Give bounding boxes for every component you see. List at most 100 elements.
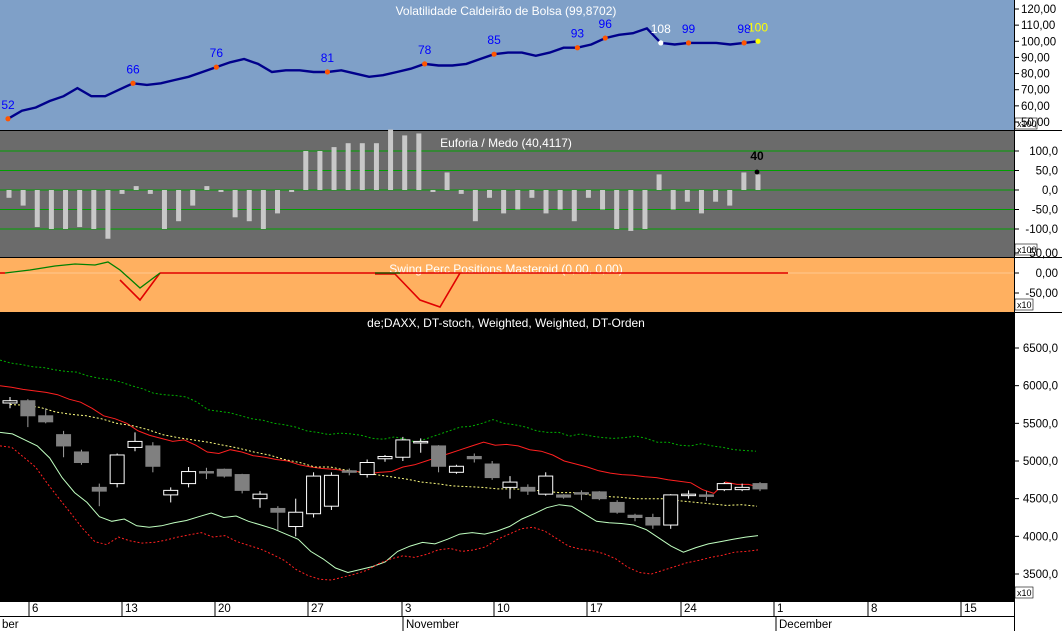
volatility-point-label: 66: [126, 62, 140, 76]
euforia-bar: [275, 190, 281, 214]
euforia-bar: [331, 147, 337, 190]
euforia-bar: [260, 190, 266, 229]
volatility-marker: [213, 64, 219, 70]
swing-title: Swing Perc Positions Masteroid (0,00, 0,…: [389, 262, 622, 276]
euforia-bar: [670, 190, 676, 210]
euforia-bar: [303, 151, 309, 190]
day-tick-label: 24: [684, 603, 697, 615]
volatility-marker: [324, 69, 331, 75]
candle-down: [270, 507, 286, 513]
candle-down: [73, 451, 89, 464]
swing-red-dip-2: [375, 272, 461, 308]
euforia-bar: [486, 190, 492, 198]
candle-up: [377, 455, 393, 460]
candle-up: [288, 511, 304, 528]
volatility-marker: [130, 80, 136, 86]
candle-down: [38, 415, 54, 423]
euforia-bar: [388, 129, 394, 190]
vol-tick-label: 60,00: [1021, 101, 1050, 113]
day-tick-label: 20: [218, 603, 231, 615]
euforia-bar: [430, 190, 436, 192]
volatility-marker: [685, 40, 692, 46]
candle-down: [752, 483, 768, 490]
scale-tags: x100 x100 x10 x10: [1014, 117, 1038, 599]
vol-scale-tag: x100: [1017, 119, 1037, 129]
day-tick-label: 17: [590, 603, 603, 615]
price-tick-label: 4000,0: [1023, 531, 1058, 543]
price-tick-label: 6000,0: [1023, 381, 1058, 393]
volatility-point-label: 100: [748, 20, 768, 34]
euforia-bar: [755, 174, 761, 190]
euforia-bar: [529, 190, 535, 198]
euforia-tick-label: 0,0: [1042, 185, 1058, 197]
euforia-bar: [317, 151, 323, 190]
euforia-tick-label: 100,0: [1029, 146, 1058, 158]
euforia-bar: [585, 190, 591, 198]
euforia-bar: [571, 190, 577, 222]
euforia-bar: [105, 190, 111, 239]
candle-up: [109, 454, 125, 485]
right-axis-area: [1014, 0, 1062, 631]
price-tick-label: 5500,0: [1023, 418, 1058, 430]
euforia-bar: [6, 190, 12, 198]
euforia-bar: [656, 174, 662, 190]
price-title: de;DAXX, DT-stoch, Weighted, Weighted, D…: [367, 316, 645, 330]
candle-down: [145, 445, 161, 467]
volatility-marker: [422, 61, 428, 67]
euforia-bar: [416, 133, 422, 190]
candle-up: [681, 493, 697, 497]
volatility-marker: [491, 51, 497, 57]
volatility-marker: [755, 38, 761, 44]
candle-up: [252, 493, 268, 500]
euforia-title: Euforia / Medo (40,4117): [440, 136, 572, 150]
upper-red-band: [0, 385, 761, 494]
candle-down: [234, 474, 250, 491]
volatility-marker: [574, 45, 581, 51]
euforia-bar: [444, 172, 450, 190]
euforia-bar: [161, 190, 167, 229]
weighted-average: [9, 404, 758, 507]
candle-up: [2, 400, 18, 404]
month-label: ber: [2, 619, 19, 631]
candle-down: [520, 486, 536, 492]
euforia-bar: [190, 190, 196, 206]
euforia-panel: [0, 131, 1014, 257]
upper-green-band: [0, 359, 757, 452]
volatility-marker: [5, 116, 11, 122]
candle-up: [538, 475, 554, 495]
candle-down: [556, 494, 572, 498]
volatility-point-label: 108: [651, 22, 671, 36]
euforia-bar: [77, 190, 83, 228]
euforia-bar: [698, 190, 704, 214]
candle-up: [181, 471, 197, 485]
euforia-bar: [501, 190, 507, 214]
euforia-bar: [684, 190, 690, 202]
price-tick-label: 3500,0: [1023, 569, 1058, 581]
volatility-point-label: 93: [571, 27, 585, 41]
euforia-bar: [48, 190, 54, 229]
candle-down: [573, 492, 589, 495]
day-tick-label: 3: [405, 603, 411, 615]
candle-down: [591, 491, 607, 500]
swing-red-dip-1: [119, 272, 161, 302]
candle-down: [484, 463, 500, 479]
candle-up: [306, 475, 322, 515]
lower-red-band: [0, 445, 759, 581]
candle-up: [716, 483, 732, 491]
volatility-point-label: 85: [487, 33, 501, 47]
candle-down: [466, 455, 482, 460]
candle-up: [413, 440, 429, 444]
swing-green-line: [4, 261, 161, 289]
euforia-bar: [557, 190, 563, 210]
day-tick-label: 1: [777, 603, 783, 615]
volatility-marker: [741, 40, 747, 46]
euforia-bar: [63, 190, 69, 229]
euforia-tick-label: -100,0: [1025, 224, 1058, 236]
euforia-bar: [119, 190, 125, 194]
candle-up: [395, 439, 411, 458]
candle-up: [663, 494, 679, 526]
euforia-tick-label: 50,0: [1036, 166, 1058, 178]
vol-tick-label: 100,00: [1021, 36, 1056, 48]
euforia-bar: [147, 190, 153, 194]
